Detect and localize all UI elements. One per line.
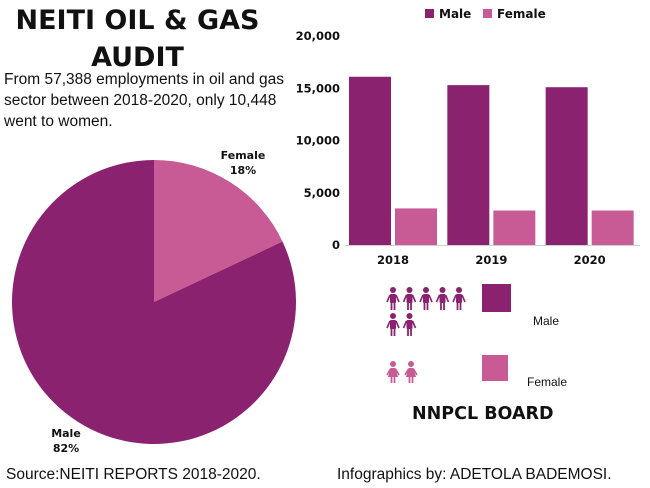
legend-swatch-male [425,9,434,18]
page-title: NEITI OIL & GAS AUDIT [15,5,260,73]
source-note: Source:NEITI REPORTS 2018-2020. [6,466,261,483]
woman-icon [404,361,418,383]
x-tick-label: 2019 [475,253,507,267]
board-female-label: Female [527,375,568,389]
bar-chart: 0 5,000 10,000 15,000 20,000 2018 2019 2020 Male… [296,7,640,267]
pie-chart: Female 18% Male 82% [11,149,296,455]
x-tick-label: 2020 [574,253,606,267]
board-male-swatch [482,284,511,312]
x-tick-label: 2018 [377,253,409,267]
credit-note: Infographics by: ADETOLA BADEMOSI. [337,466,612,483]
y-tick-label: 0 [332,238,340,252]
pie-label-female-name: Female [221,149,266,162]
man-icon [402,313,417,336]
man-icon [452,287,466,310]
man-icon [419,287,433,310]
pie-slice-male [11,159,296,444]
man-icon [386,313,400,336]
y-tick-label: 20,000 [296,29,340,43]
board-male-label: Male [533,314,560,328]
man-icon [386,287,400,310]
bar-female-2018 [395,208,437,245]
bar-male-2018 [349,76,391,245]
bar-female-2019 [493,210,536,245]
y-tick-label: 10,000 [296,134,340,148]
pie-label-female-value: 18% [230,164,256,177]
bar-female-2020 [591,210,634,245]
board-title: NNPCL BOARD [412,404,554,424]
legend-label-male: Male [439,7,471,21]
board-female-swatch [482,355,508,381]
y-tick-label: 5,000 [304,186,340,200]
y-tick-label: 15,000 [296,81,340,95]
board-pictogram [386,284,511,383]
man-icon [435,287,450,310]
bar-male-2019 [447,85,490,246]
pie-label-male-value: 82% [53,442,79,455]
woman-icon [386,361,400,383]
pie-label-male-name: Male [51,427,81,440]
man-icon [402,287,417,310]
legend-label-female: Female [497,7,546,21]
subtitle: From 57,388 employments in oil and gas s… [4,71,285,130]
pie-slice-female [154,160,283,302]
bar-male-2020 [545,87,588,245]
legend-swatch-female [483,9,492,18]
